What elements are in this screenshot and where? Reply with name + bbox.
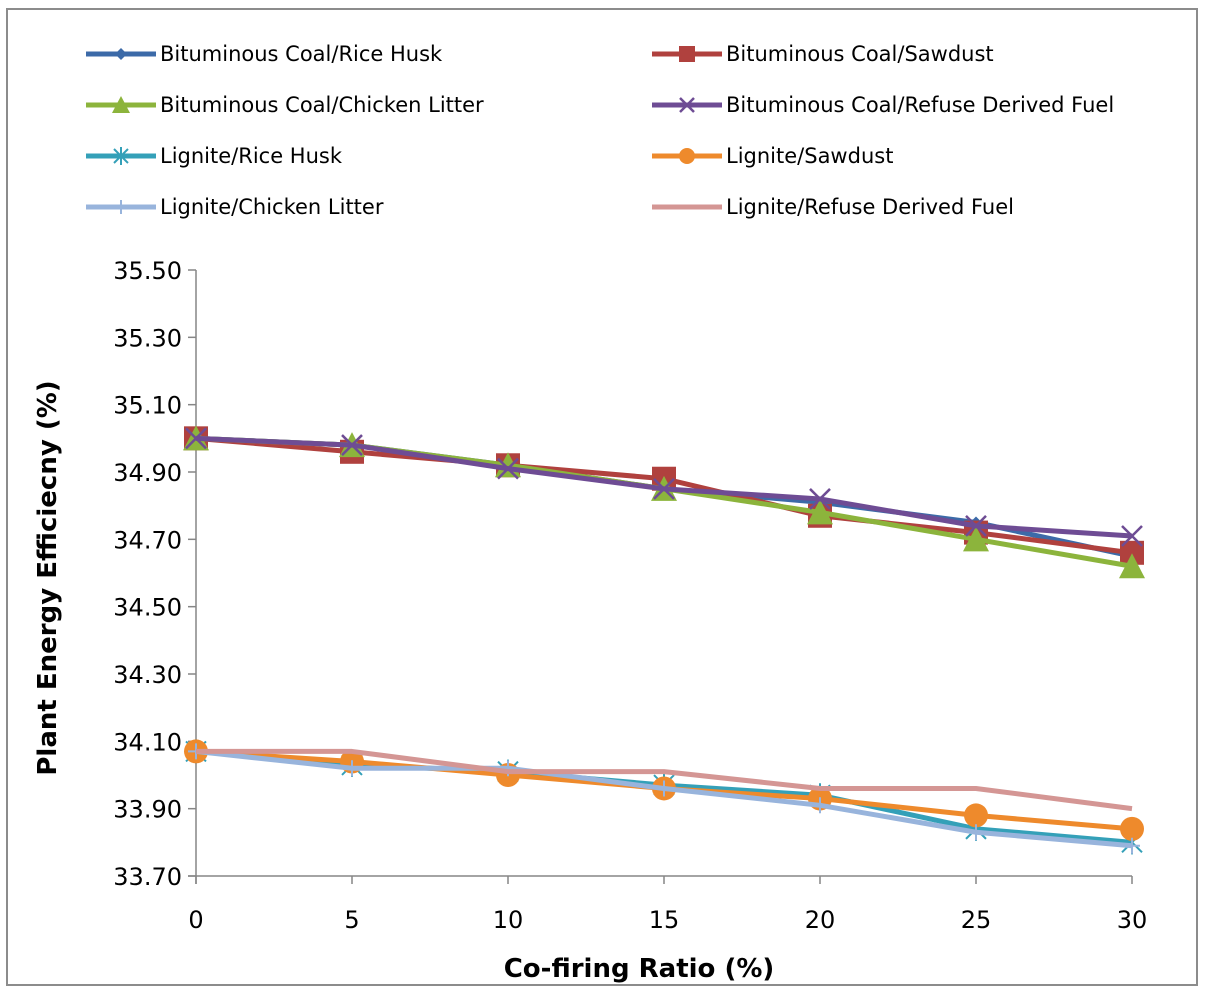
legend-label: Bituminous Coal/Chicken Litter [160, 93, 484, 117]
data-point [968, 824, 984, 841]
axes: 33.70 33.90 34.10 34.30 34.50 34.70 34.90 35.10… [113, 257, 1147, 934]
legend-label: Lignite/Rice Husk [160, 144, 343, 168]
legend-marker [114, 200, 128, 214]
y-tick-label: 35.10 [113, 392, 182, 420]
legend-marker [679, 148, 695, 164]
y-tick-label: 35.30 [113, 324, 182, 352]
series-line [196, 748, 1133, 812]
legend-marker [679, 46, 695, 62]
data-point [497, 457, 519, 480]
chart-frame [6, 8, 1198, 986]
x-tick-label: 20 [805, 906, 836, 934]
series-line [195, 435, 1133, 569]
x-tick-label: 0 [188, 906, 203, 934]
x-tick-label: 5 [344, 906, 359, 934]
y-tick-label: 34.50 [113, 594, 182, 622]
legend-item: Bituminous Coal/Rice Husk [86, 42, 443, 66]
y-tick-label: 34.10 [113, 728, 182, 756]
legend-item: Lignite/Chicken Litter [86, 195, 384, 219]
data-point [1120, 816, 1144, 841]
series-lines [183, 425, 1145, 855]
series-6 [188, 743, 1140, 854]
y-tick-label: 34.70 [113, 526, 182, 554]
x-tick-label: 30 [1117, 906, 1148, 934]
data-point [964, 803, 988, 828]
data-point [965, 514, 987, 537]
series-7 [196, 748, 1133, 812]
data-point [1121, 525, 1143, 547]
legend-item: Bituminous Coal/Refuse Derived Fuel [652, 93, 1114, 117]
y-axis-title: Plant Energy Efficiecny (%) [33, 380, 63, 775]
data-point [809, 488, 831, 510]
data-point [185, 427, 207, 450]
data-point [341, 434, 363, 456]
x-tick-label: 25 [961, 906, 992, 934]
legend-label: Bituminous Coal/Sawdust [726, 42, 994, 66]
data-point [1124, 837, 1140, 854]
legend-item: Lignite/Refuse Derived Fuel [652, 195, 1014, 219]
legend-label: Lignite/Sawdust [726, 144, 893, 168]
legend-label: Bituminous Coal/Refuse Derived Fuel [726, 93, 1114, 117]
legend-marker [679, 97, 695, 113]
data-point [656, 780, 672, 797]
y-tick-label: 33.70 [113, 863, 182, 891]
legend-marker [115, 48, 127, 60]
x-tick-label: 15 [649, 906, 680, 934]
legend-label: Lignite/Refuse Derived Fuel [726, 195, 1014, 219]
legend-label: Lignite/Chicken Litter [160, 195, 384, 219]
y-tick-label: 34.90 [113, 459, 182, 487]
legend-marker [113, 147, 129, 165]
series-3 [185, 427, 1143, 547]
data-point [344, 760, 360, 777]
data-point [653, 477, 675, 500]
x-tick-label: 10 [493, 906, 524, 934]
legend-item: Lignite/Sawdust [652, 144, 893, 168]
legend-marker [112, 96, 130, 113]
data-point [963, 526, 989, 552]
legend: Bituminous Coal/Rice Husk Bituminous Coal… [86, 42, 1114, 219]
data-point [807, 499, 833, 525]
legend-item: Bituminous Coal/Chicken Litter [86, 93, 484, 117]
legend-item: Bituminous Coal/Sawdust [652, 42, 994, 66]
legend-item: Lignite/Rice Husk [86, 144, 343, 168]
y-tick-label: 34.30 [113, 661, 182, 689]
y-tick-label: 33.90 [113, 796, 182, 824]
x-axis-title: Co-firing Ratio (%) [504, 954, 775, 984]
data-point [1119, 553, 1145, 579]
legend-label: Bituminous Coal/Rice Husk [160, 42, 443, 66]
data-point [812, 797, 828, 814]
y-tick-label: 35.50 [113, 257, 182, 285]
